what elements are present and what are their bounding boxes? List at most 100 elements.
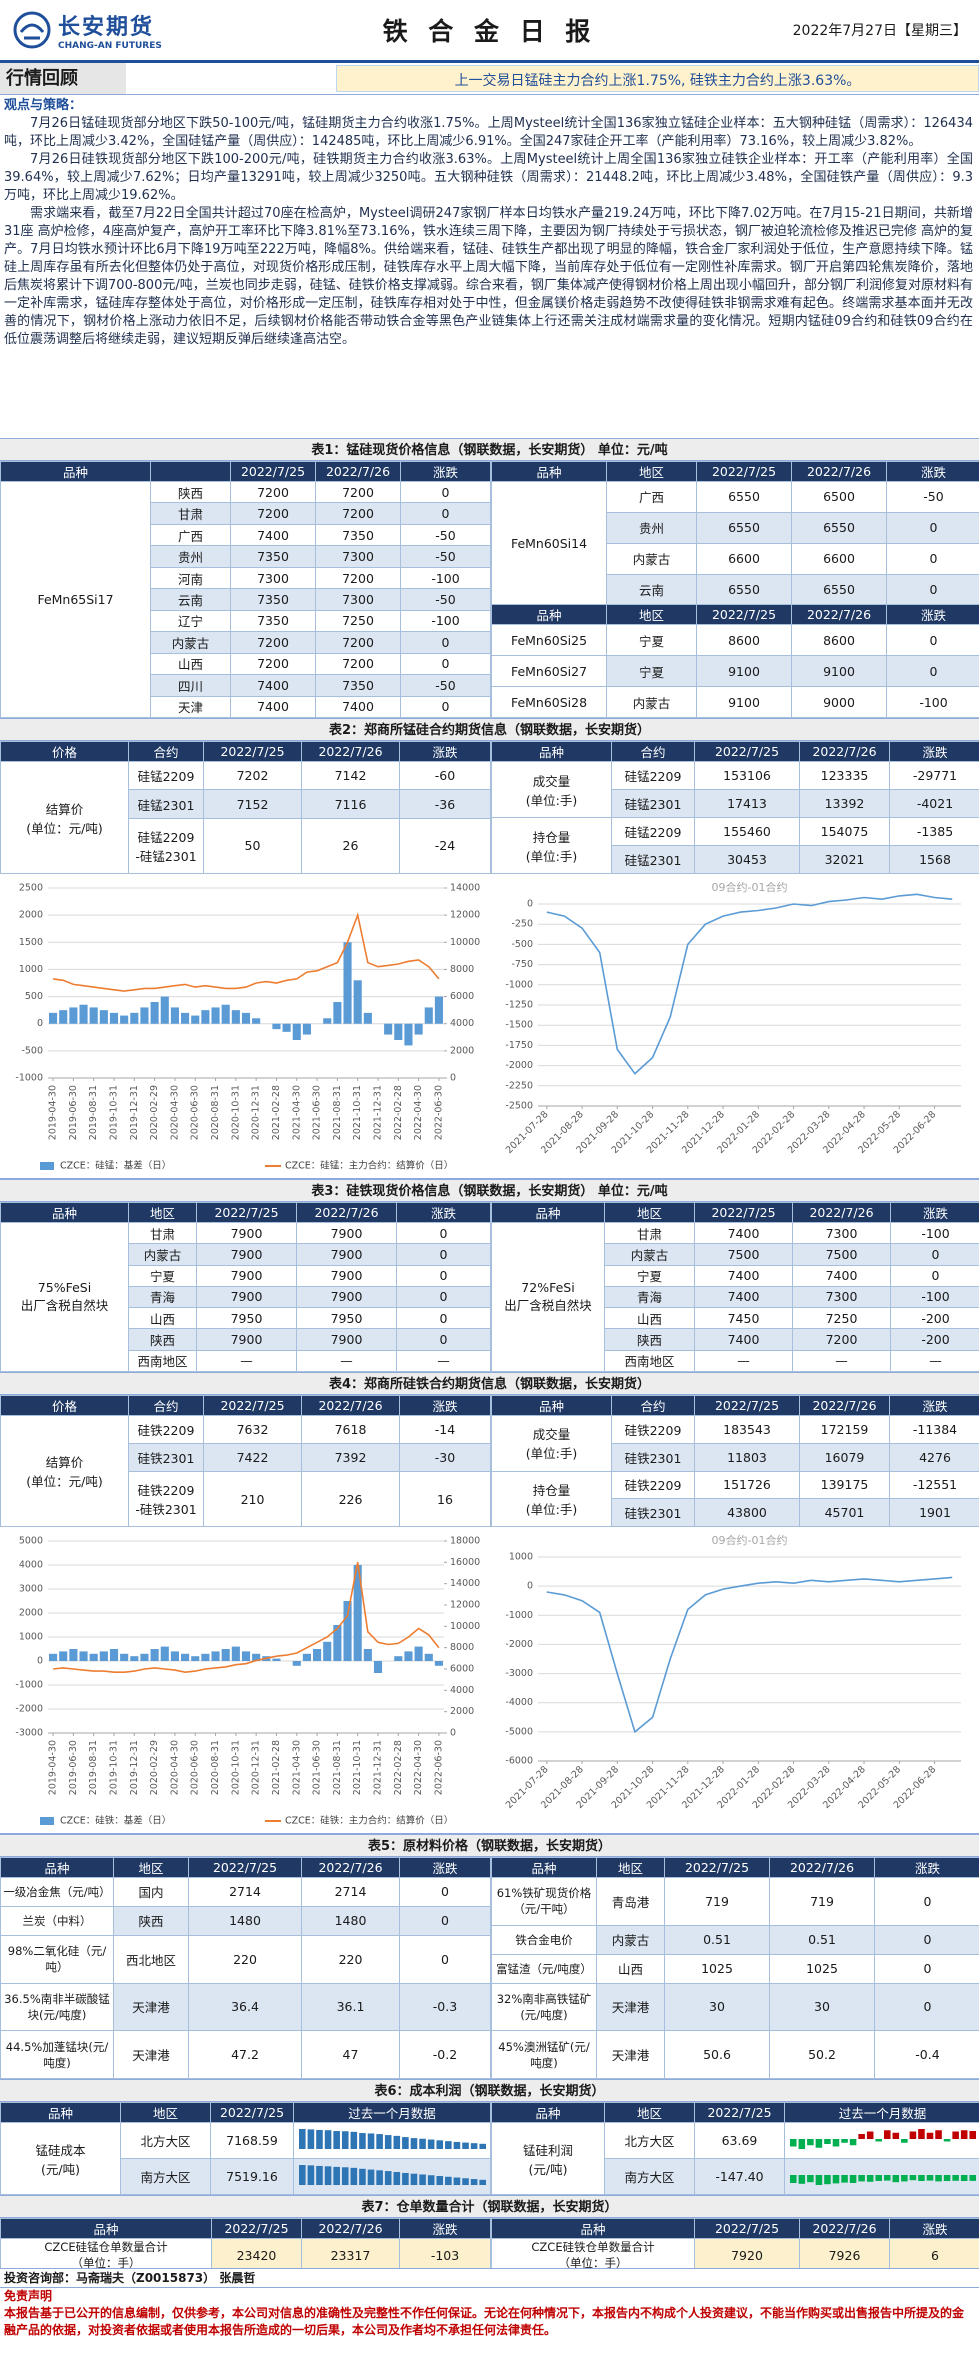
row-label: 44.5%加蓬锰块(元/吨度) <box>0 2030 114 2079</box>
cell: 7200 <box>315 480 401 504</box>
cell: 硅锰2209 <box>611 761 695 790</box>
sparkline-cell <box>293 2122 491 2159</box>
cell: 陕西 <box>128 1328 197 1351</box>
data-row: 山西 7950 7950 0 <box>1 1307 491 1330</box>
spark-bar <box>874 2139 882 2142</box>
row-label: 61%铁矿现货价格（元/干吨） <box>491 1877 597 1926</box>
chart-title: 09合约-01合约 <box>712 880 788 894</box>
cell: 183543 <box>694 1415 800 1444</box>
x-tick-label: 2021-08-31 <box>332 1740 343 1795</box>
column-header: 2022/7/25 <box>694 2218 800 2239</box>
bar <box>221 1649 230 1661</box>
data-row: 贵州 7350 7300 -50 <box>1 545 491 568</box>
cell: 32021 <box>799 845 890 874</box>
cell: 0 <box>400 695 491 718</box>
cell: 北方大区 <box>604 2122 695 2159</box>
data-row: 云南 6550 6550 0 <box>492 573 979 606</box>
column-header: 2022/7/25 <box>696 604 792 626</box>
column-header: 品种 <box>491 461 607 482</box>
row-label: 72%FeSi 出厂含税自然块 <box>491 1222 605 1372</box>
spark-bar <box>315 2130 323 2149</box>
x-tick-label: 2020-12-31 <box>251 1740 262 1795</box>
legend-label: CZCE：硅铁：基差（日） <box>60 1815 171 1827</box>
y-tick-label: -6000 <box>505 1756 533 1767</box>
cell: 7632 <box>203 1414 302 1445</box>
column-header: 地区 <box>604 1202 695 1223</box>
data-row: 四川 7400 7350 -50 <box>1 674 491 697</box>
data-row: 西南地区 — — — <box>1 1349 491 1372</box>
logo-icon <box>13 11 51 49</box>
column-header: 合约 <box>611 1395 695 1416</box>
sparkline <box>298 2129 486 2149</box>
table-pair: 价格 合约 2022/7/25 2022/7/26 涨跌 结算价 (单位：元/吨) 硅锰22… <box>0 741 979 874</box>
cell: 0 <box>874 1953 979 1984</box>
spark-bar <box>849 2175 856 2183</box>
data-row: 贵州 6550 6550 0 <box>492 511 979 544</box>
spark-bar <box>934 2130 942 2139</box>
table-pair: 品种 地区 2022/7/25 2022/7/26 涨跌 75%FeSi 出厂含税自然块甘… <box>0 1202 979 1372</box>
cell: -50 <box>400 545 491 568</box>
y2-tick-label: 10000 <box>450 1621 480 1632</box>
spark-bar <box>470 2179 477 2185</box>
cell: 北方大区 <box>120 2122 211 2159</box>
data-row: 硅锰2301 30453 32021 1568 <box>492 845 979 874</box>
spark-bar <box>401 2137 409 2149</box>
cell: 8600 <box>696 624 792 657</box>
y2-tick-label: 8000 <box>450 1642 474 1653</box>
cell: 13392 <box>799 789 890 818</box>
cell: 7900 <box>296 1243 397 1266</box>
spark-bar <box>909 2131 916 2139</box>
cell: 陕西 <box>113 1905 189 1936</box>
table-title: 表6：成本利润（钢联数据，长安期货） <box>0 2079 979 2102</box>
cell: 7300 <box>315 545 401 568</box>
data-row: 西南地区 — — — <box>492 1349 979 1372</box>
spark-bar <box>478 2179 486 2185</box>
disclaimer-title: 免责声明 <box>4 2289 53 2303</box>
spark-bar <box>789 2139 797 2147</box>
column-header: 品种 <box>491 1857 597 1878</box>
cell: 1025 <box>664 1953 770 1984</box>
data-table: 品种 合约 2022/7/25 2022/7/26 涨跌 成交量 (单位:手) 硅铁2209… <box>491 1395 979 1527</box>
column-header: 2022/7/25 <box>203 741 302 762</box>
cell: 山西 <box>128 1307 197 1330</box>
bar <box>181 1012 190 1024</box>
cell: 16 <box>399 1471 491 1527</box>
spark-bar <box>410 2173 417 2185</box>
y-tick-label: -1000 <box>505 979 533 990</box>
spark-bar <box>840 2175 848 2183</box>
data-row: CZCE硅锰仓单数量合计 （单位：手） 23420 23317 -103 <box>0 2238 491 2268</box>
column-header: 品种 <box>491 1395 612 1416</box>
spark-bar <box>789 2175 797 2183</box>
cell: 天津港 <box>596 2030 665 2079</box>
cell: -24 <box>399 817 491 874</box>
cell: 天津港 <box>113 2030 189 2079</box>
legend-label: CZCE：硅铁：主力合约：结算价（日） <box>285 1815 453 1827</box>
report-header: 长安期货 CHANG-AN FUTURES 铁 合 金 日 报 2022年7月2… <box>0 0 979 63</box>
spark-bar <box>823 2139 831 2144</box>
data-row: 结算价 (单位：元/吨) 硅锰2209 7202 7142 -60 <box>0 760 491 874</box>
x-tick-label: 2021-02-28 <box>271 1085 282 1140</box>
spark-bar <box>806 2175 814 2183</box>
spark-bar <box>917 2175 925 2181</box>
chart: 09合约-01合约 -6000 -5000 -4000 -3000 -2000 -1000 0… <box>504 1533 961 1811</box>
data-row: 铁合金电价 内蒙古 0.51 0.51 0 <box>491 1924 979 1955</box>
y-tick-label: -2000 <box>505 1060 533 1071</box>
data-row: FeMn60Si28 内蒙古 9100 9000 -100 <box>491 686 979 718</box>
row-label: FeMn60Si25 <box>491 624 607 657</box>
cell: 西北地区 <box>113 1934 189 1984</box>
cell: 硅铁2209 -硅铁2301 <box>128 1471 204 1527</box>
data-row: 南方大区 -147.40 <box>492 2158 979 2195</box>
cell: 青海 <box>604 1285 695 1309</box>
cell: 山西 <box>150 652 231 676</box>
data-table: 品种 2022/7/25 2022/7/26 涨跌 CZCE硅铁仓单数量合计 （单位：手… <box>491 2218 979 2268</box>
column-header: 2022/7/26 <box>791 461 887 482</box>
cell: 7152 <box>203 789 302 819</box>
sparkline <box>789 2175 976 2185</box>
column-header: 品种 <box>0 1202 129 1223</box>
spark-bar <box>968 2175 976 2181</box>
table-pair: 品种 地区 2022/7/25 过去一个月数据 锰硅成本 (元/吨) 北方大区 7168.5… <box>0 2102 979 2195</box>
spark-bar <box>435 2176 443 2185</box>
cell: -30 <box>399 1443 491 1473</box>
spark-bar <box>410 2138 417 2149</box>
spark-bar <box>892 2175 899 2183</box>
